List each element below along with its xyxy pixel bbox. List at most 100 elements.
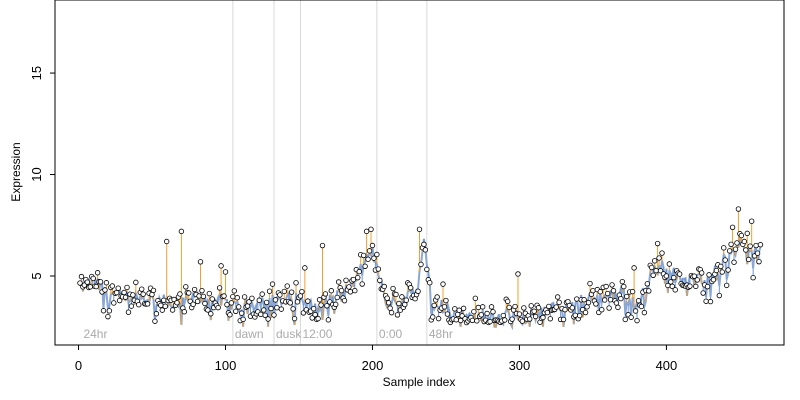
data-point xyxy=(748,218,755,224)
data-point xyxy=(453,317,459,323)
data-point xyxy=(230,293,236,300)
data-point xyxy=(197,259,204,265)
data-point xyxy=(731,259,737,265)
data-point xyxy=(452,306,458,312)
data-point xyxy=(224,301,230,308)
data-point xyxy=(729,224,736,230)
data-point xyxy=(287,300,293,306)
data-point xyxy=(418,261,424,268)
data-point xyxy=(691,273,698,279)
data-point xyxy=(385,300,392,306)
data-point xyxy=(638,303,645,310)
data-point xyxy=(653,267,659,274)
data-point xyxy=(743,247,749,253)
data-point xyxy=(644,281,651,287)
data-point xyxy=(553,304,559,310)
data-point xyxy=(706,272,712,278)
data-point xyxy=(371,255,377,261)
data-point xyxy=(456,307,462,313)
data-point xyxy=(343,277,349,284)
data-point xyxy=(381,283,387,290)
data-point xyxy=(415,288,421,294)
data-point xyxy=(318,302,324,308)
data-point xyxy=(603,283,609,290)
data-point xyxy=(422,247,429,253)
data-point xyxy=(416,226,423,233)
data-point xyxy=(535,305,542,311)
data-point xyxy=(233,308,239,314)
data-point xyxy=(394,312,401,318)
data-point xyxy=(106,308,113,314)
data-point xyxy=(725,267,731,273)
data-point xyxy=(325,317,332,323)
y-axis-title: Expression xyxy=(9,142,23,201)
data-point xyxy=(607,297,614,303)
x-tick-label: 0 xyxy=(75,358,82,373)
data-point xyxy=(390,285,396,292)
region-label: dusk xyxy=(276,327,302,341)
data-point xyxy=(350,276,357,283)
data-point xyxy=(698,270,705,276)
data-point xyxy=(177,291,183,297)
data-point xyxy=(97,279,104,285)
data-point xyxy=(460,305,467,312)
data-point xyxy=(723,282,730,289)
data-point xyxy=(502,317,508,323)
data-point xyxy=(554,294,561,300)
data-point xyxy=(272,297,279,303)
data-point xyxy=(384,295,390,301)
data-point xyxy=(322,291,329,297)
data-point xyxy=(338,287,345,294)
data-point xyxy=(139,286,145,292)
data-point xyxy=(663,273,670,279)
data-point xyxy=(238,310,245,316)
data-point xyxy=(424,266,430,273)
data-point xyxy=(666,261,673,267)
data-points xyxy=(77,206,764,326)
data-point xyxy=(746,256,752,263)
data-point xyxy=(115,285,121,291)
data-point xyxy=(199,287,205,294)
data-point xyxy=(186,290,192,296)
data-point xyxy=(312,311,318,318)
data-point xyxy=(479,304,486,310)
data-point xyxy=(474,318,480,324)
data-point xyxy=(710,277,717,283)
data-point xyxy=(516,311,523,317)
data-point xyxy=(441,304,448,310)
data-point xyxy=(208,311,214,317)
data-point xyxy=(335,279,342,285)
data-point xyxy=(77,280,83,286)
data-point xyxy=(757,242,764,248)
data-point xyxy=(140,291,146,297)
data-point xyxy=(284,283,290,289)
data-point xyxy=(732,246,739,252)
data-point xyxy=(754,250,761,256)
data-point xyxy=(656,255,662,261)
data-point xyxy=(504,298,511,305)
data-point xyxy=(144,301,151,307)
x-axis: 0 100 200 300 400 xyxy=(75,345,677,373)
data-point xyxy=(111,300,117,306)
data-point xyxy=(94,270,101,276)
data-point xyxy=(434,294,440,300)
data-point xyxy=(293,280,299,286)
data-point xyxy=(676,271,683,277)
data-point xyxy=(593,301,599,307)
data-point xyxy=(657,268,664,274)
data-point xyxy=(624,293,630,300)
data-point xyxy=(403,297,409,303)
data-point xyxy=(231,288,238,294)
data-point xyxy=(310,306,317,312)
data-point xyxy=(618,295,624,302)
data-point xyxy=(78,273,85,280)
data-point xyxy=(756,258,762,265)
data-point xyxy=(262,312,268,318)
y-axis: 5 10 15 xyxy=(29,66,55,280)
data-point xyxy=(628,314,634,320)
data-point xyxy=(215,304,221,311)
data-point xyxy=(659,250,665,256)
data-point xyxy=(609,282,615,288)
data-point xyxy=(222,269,229,275)
data-point xyxy=(362,263,368,269)
